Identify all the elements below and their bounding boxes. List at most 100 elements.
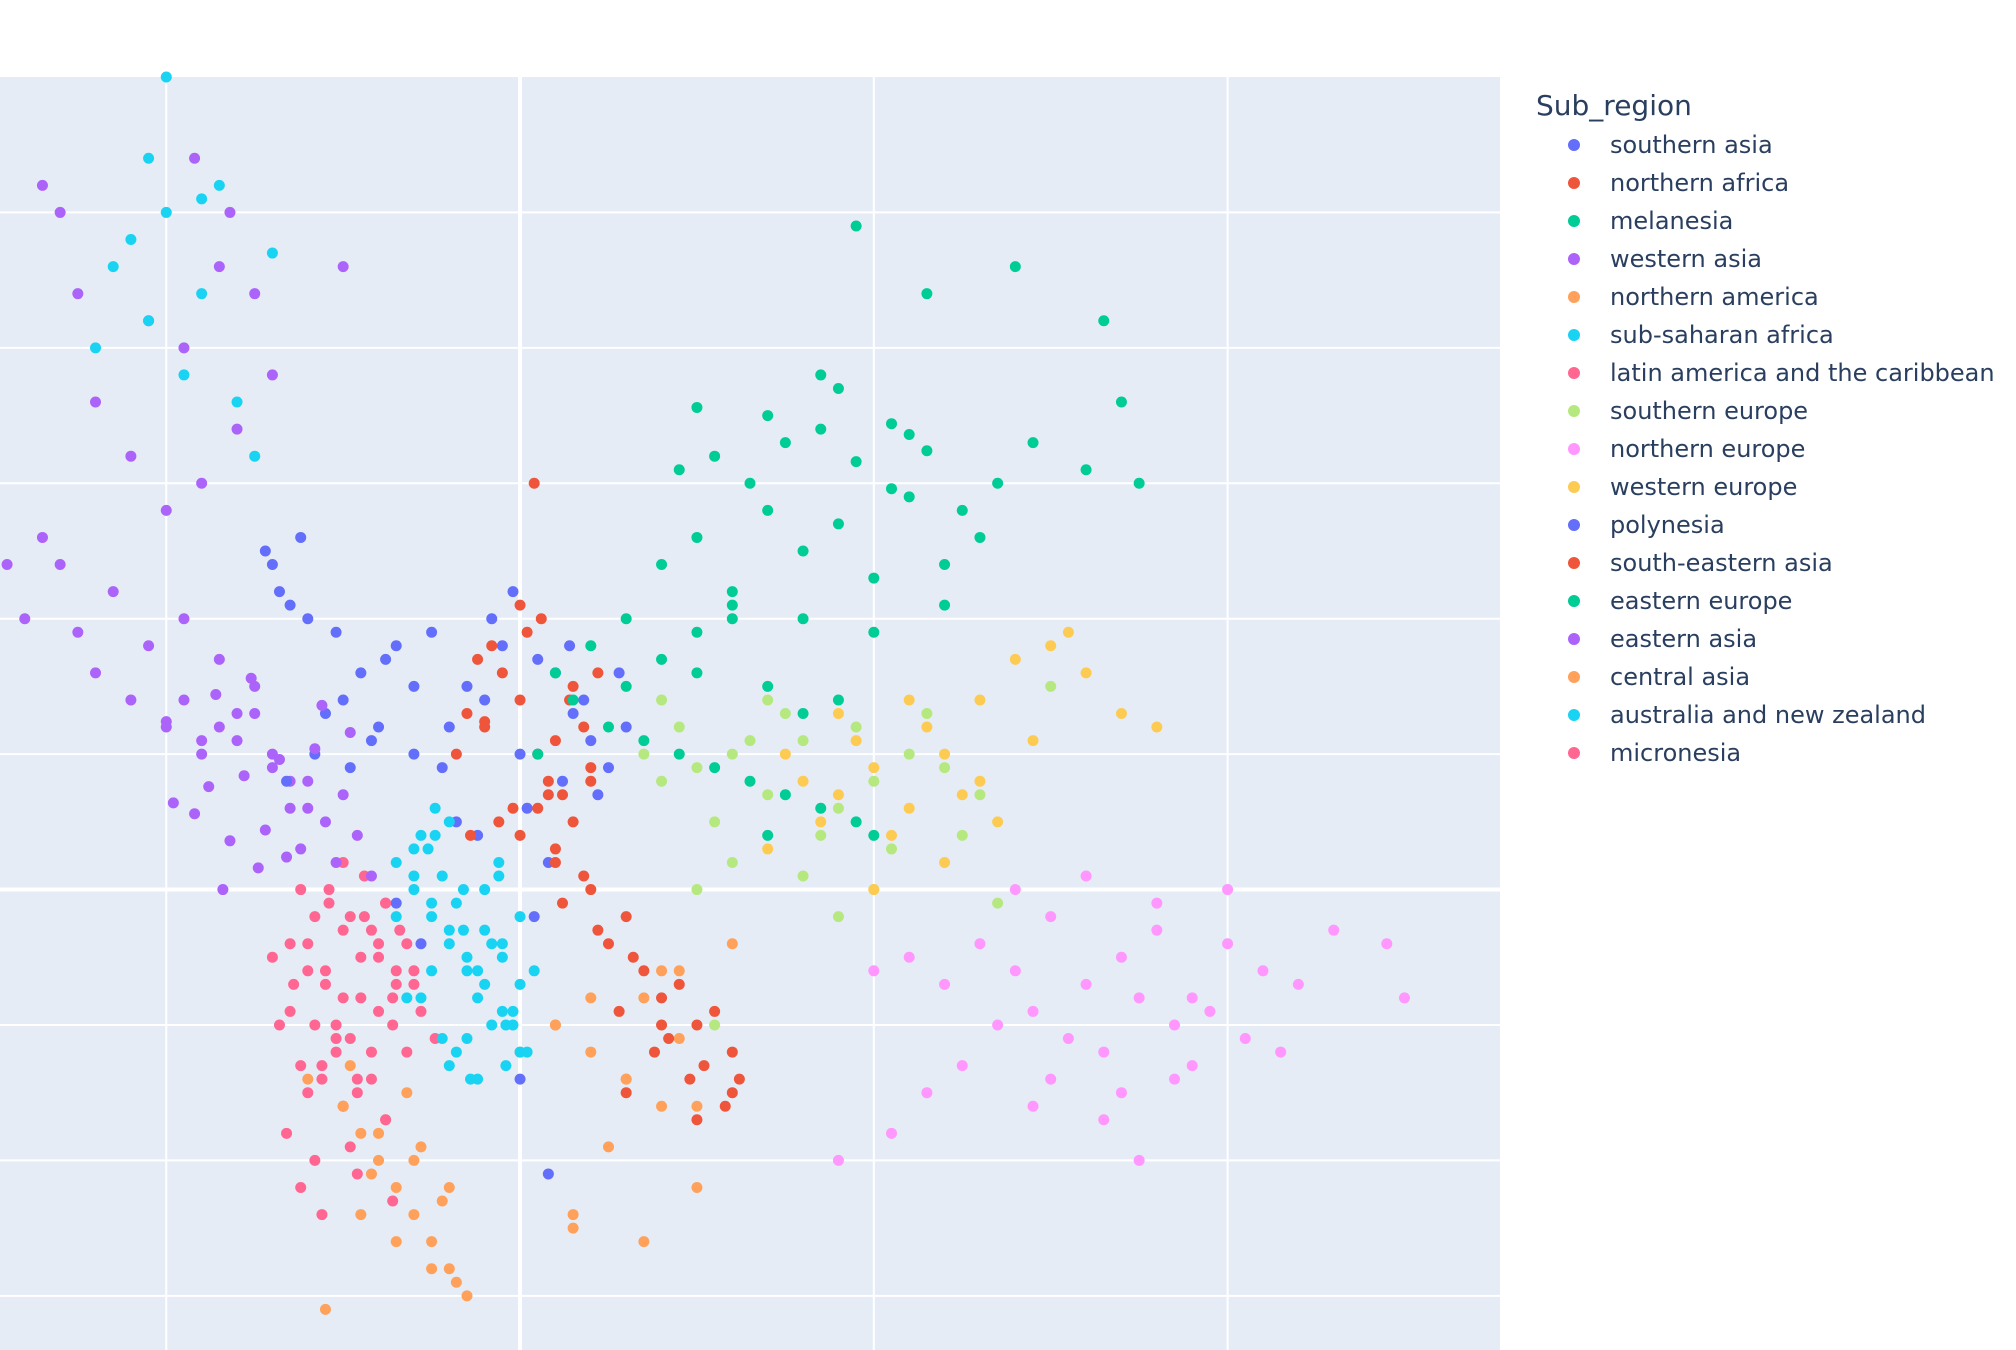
data-point-south-eastern-asia — [719, 1100, 731, 1112]
data-point-northern-america — [450, 1276, 462, 1288]
data-point-latin-america-and-the-caribbean — [266, 951, 278, 963]
data-point-melanesia — [992, 477, 1004, 489]
data-point-western-asia — [54, 559, 66, 571]
data-point-micronesia — [390, 978, 402, 990]
data-point-melanesia — [921, 288, 933, 300]
data-point-northern-africa — [567, 680, 579, 692]
legend-item[interactable]: central asia — [1536, 658, 2006, 696]
data-point-sub-saharan-africa — [429, 802, 441, 814]
data-point-northern-america — [656, 965, 668, 977]
data-point-melanesia — [903, 491, 915, 503]
legend-item[interactable]: australia and new zealand — [1536, 696, 2006, 734]
data-point-melanesia — [939, 559, 951, 571]
data-point-southern-europe — [974, 789, 986, 801]
data-point-melanesia — [886, 483, 898, 495]
data-point-eastern-asia — [160, 716, 172, 728]
data-point-western-europe — [797, 775, 809, 787]
data-point-micronesia — [408, 965, 420, 977]
data-point-northern-america — [373, 1154, 385, 1166]
data-point-western-europe — [1027, 735, 1039, 747]
data-point-central-asia — [656, 1100, 668, 1112]
legend-item[interactable]: western europe — [1536, 468, 2006, 506]
data-point-melanesia — [779, 437, 791, 449]
legend-marker-icon — [1568, 253, 1580, 265]
legend-label: western asia — [1610, 245, 1762, 273]
data-point-northern-europe — [832, 1154, 844, 1166]
legend-label: latin america and the caribbean — [1610, 359, 1995, 387]
data-point-latin-america-and-the-caribbean — [344, 1141, 356, 1153]
data-point-sub-saharan-africa — [479, 924, 491, 936]
data-point-melanesia — [709, 450, 721, 462]
data-point-southern-europe — [726, 748, 738, 760]
data-point-latin-america-and-the-caribbean — [355, 951, 367, 963]
data-point-sub-saharan-africa — [496, 938, 508, 950]
data-point-southern-asia — [542, 1168, 554, 1180]
data-point-western-europe — [1062, 626, 1074, 638]
data-point-latin-america-and-the-caribbean — [309, 1154, 321, 1166]
data-point-polynesia — [259, 545, 271, 557]
legend-item[interactable]: northern europe — [1536, 430, 2006, 468]
data-point-latin-america-and-the-caribbean — [302, 965, 314, 977]
data-point-central-asia — [337, 1100, 349, 1112]
data-point-sub-saharan-africa — [107, 261, 119, 273]
data-point-south-eastern-asia — [673, 978, 685, 990]
data-point-latin-america-and-the-caribbean — [316, 1209, 328, 1221]
legend-item[interactable]: southern europe — [1536, 392, 2006, 430]
data-point-polynesia — [365, 735, 377, 747]
data-point-south-eastern-asia — [656, 1019, 668, 1031]
data-point-southern-asia — [496, 640, 508, 652]
data-point-eastern-asia — [302, 775, 314, 787]
legend-item[interactable]: sub-saharan africa — [1536, 316, 2006, 354]
data-point-northern-europe — [1275, 1046, 1287, 1058]
legend-item[interactable]: eastern europe — [1536, 582, 2006, 620]
data-point-sub-saharan-africa — [479, 884, 491, 896]
data-point-eastern-europe — [620, 613, 632, 625]
data-point-melanesia — [726, 613, 738, 625]
legend-item[interactable]: western asia — [1536, 240, 2006, 278]
data-point-northern-europe — [1257, 965, 1269, 977]
legend-marker-icon — [1568, 215, 1580, 227]
data-point-melanesia — [974, 531, 986, 543]
data-point-eastern-asia — [266, 762, 278, 774]
data-point-sub-saharan-africa — [443, 938, 455, 950]
data-point-sub-saharan-africa — [426, 965, 438, 977]
data-point-latin-america-and-the-caribbean — [316, 1060, 328, 1072]
data-point-southern-europe — [709, 1019, 721, 1031]
data-point-latin-america-and-the-caribbean — [319, 978, 331, 990]
data-point-melanesia — [850, 456, 862, 468]
data-point-western-europe — [868, 762, 880, 774]
legend-item[interactable]: melanesia — [1536, 202, 2006, 240]
data-point-western-asia — [125, 450, 137, 462]
data-point-western-europe — [815, 816, 827, 828]
data-point-melanesia — [762, 410, 774, 422]
data-point-australia-and-new-zealand — [415, 992, 427, 1004]
legend-item[interactable]: northern africa — [1536, 164, 2006, 202]
legend-label: sub-saharan africa — [1610, 321, 1834, 349]
data-point-northern-africa — [578, 721, 590, 733]
legend-items: southern asia northern africa melanesia wes… — [1536, 126, 2006, 772]
data-point-south-eastern-asia — [638, 965, 650, 977]
legend-item[interactable]: south-eastern asia — [1536, 544, 2006, 582]
legend-item[interactable]: northern america — [1536, 278, 2006, 316]
legend-item[interactable]: southern asia — [1536, 126, 2006, 164]
data-point-latin-america-and-the-caribbean — [408, 978, 420, 990]
data-point-western-asia — [196, 477, 208, 489]
data-point-northern-europe — [1080, 870, 1092, 882]
data-point-southern-asia — [436, 762, 448, 774]
data-point-northern-america — [461, 1290, 473, 1302]
data-point-southern-europe — [797, 870, 809, 882]
data-point-micronesia — [344, 911, 356, 923]
data-point-northern-america — [638, 1236, 650, 1248]
data-point-australia-and-new-zealand — [479, 978, 491, 990]
data-point-southern-europe — [850, 721, 862, 733]
legend-item[interactable]: latin america and the caribbean — [1536, 354, 2006, 392]
data-point-northern-europe — [1045, 911, 1057, 923]
data-point-eastern-asia — [365, 870, 377, 882]
legend-item[interactable]: micronesia — [1536, 734, 2006, 772]
legend-item[interactable]: polynesia — [1536, 506, 2006, 544]
data-point-southern-asia — [585, 735, 597, 747]
data-point-sub-saharan-africa — [528, 965, 540, 977]
data-point-latin-america-and-the-caribbean — [365, 1073, 377, 1085]
data-point-sub-saharan-africa — [443, 1060, 455, 1072]
legend-item[interactable]: eastern asia — [1536, 620, 2006, 658]
